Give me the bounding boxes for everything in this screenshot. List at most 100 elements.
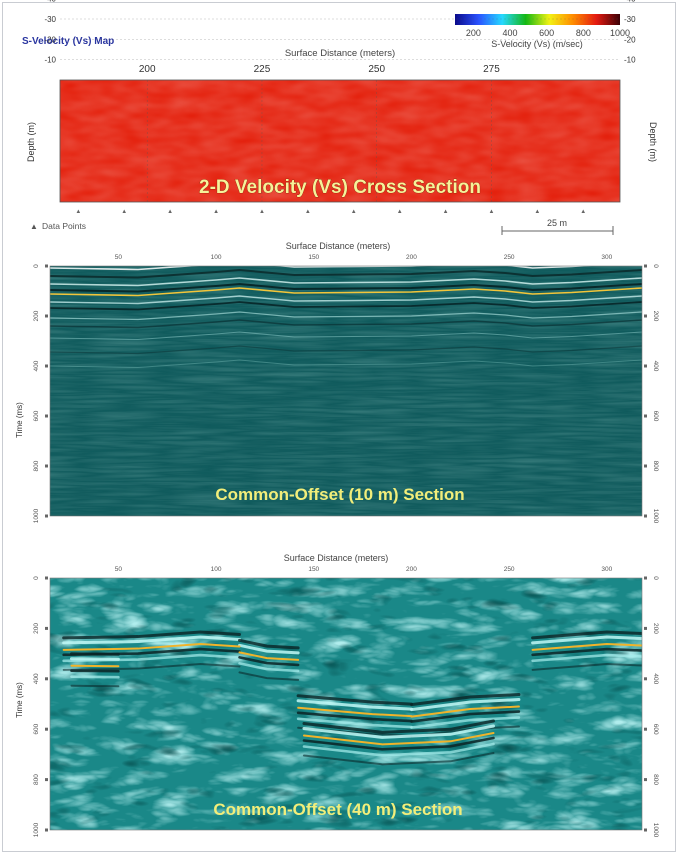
colorbar-tick-label: 400 (502, 28, 517, 38)
seismic-y-tick-label-right: 200 (652, 311, 659, 322)
section40-picked-reflector (531, 643, 642, 651)
section40-picked-reflector (302, 731, 495, 746)
data-point-marker: ▲ (397, 209, 403, 215)
section40-reflection-band (238, 638, 300, 650)
velocity-x-axis-title: Surface Distance (meters) (285, 48, 395, 59)
seismic-x-tick-label: 250 (504, 566, 515, 573)
seismic-y-tick-label-right: 600 (652, 724, 659, 735)
seismic-tick-mark-right (644, 264, 647, 268)
velocity-y-ticks-left: -10-20-30-40-50-60 (44, 0, 56, 65)
data-point-marker: ▲ (305, 209, 311, 215)
velocity-plot-frame (59, 79, 621, 203)
colorbar-label: S-Velocity (Vs) (m/sec) (491, 39, 583, 49)
data-point-marker: ▲ (213, 209, 219, 215)
section10-picked-reflector (50, 287, 642, 297)
seismic-y-tick-label: 800 (33, 460, 40, 471)
section40-plot-frame (49, 577, 643, 831)
section40-reflection-band (70, 669, 120, 673)
section40-reflection-band (531, 647, 642, 657)
velocity-y-tick-label-right: -20 (624, 35, 636, 44)
section40-reflection-band (302, 742, 495, 757)
seismic-x-tick-label: 100 (211, 566, 222, 573)
data-point-marker: ▲ (580, 209, 586, 215)
data-point-marker: ▲ (259, 209, 265, 215)
seismic-y-tick-label-right: 0 (652, 264, 659, 268)
section40-reflection-band (296, 694, 413, 706)
seismic-y-tick-label-right: 1000 (652, 823, 659, 838)
seismic-x-tick-label: 250 (504, 254, 515, 261)
velocity-y-axis-title-right: Depth (m) (648, 122, 658, 162)
seismic-x-tick-label: 200 (406, 566, 417, 573)
data-point-marker: ▲ (351, 209, 357, 215)
velocity-y-tick-label: -20 (44, 35, 56, 44)
section10-y-ticks-left: 0 200 400 600 800 1000 (33, 264, 48, 523)
colorbar-bar (455, 14, 620, 25)
section10-panel: Surface Distance (meters) 50 100 150 200 250… (15, 241, 659, 524)
section40-reflection-band (302, 719, 496, 734)
seismic-tick-mark (45, 314, 48, 318)
colorbar-tick-label: 800 (576, 28, 591, 38)
seismic-tick-mark (45, 576, 48, 580)
colorbar-tick-label: 200 (466, 28, 481, 38)
section40-y-axis-title: Time (ms) (15, 682, 24, 718)
section10-reflection-bands (50, 266, 642, 369)
section40-reflection-band (531, 653, 642, 663)
section40-reflection-band (62, 630, 242, 640)
section10-x-ticks: 50 100 150 200 250 300 (115, 254, 613, 261)
seismic-x-tick-label: 100 (211, 254, 222, 261)
section40-picked-reflector (70, 664, 120, 668)
section40-reflection-band (302, 751, 495, 766)
seismic-tick-mark-right (644, 828, 647, 832)
velocity-y-tick-label: -40 (44, 0, 56, 4)
section40-field (50, 578, 642, 830)
velocity-overlay-label: 2-D Velocity (Vs) Cross Section (199, 177, 481, 198)
velocity-x-tick-label: 275 (483, 64, 500, 75)
seismic-tick-mark-right (644, 364, 647, 368)
data-point-marker: ▲ (443, 209, 449, 215)
seismic-tick-mark (45, 626, 48, 630)
section10-y-axis-title: Time (ms) (15, 402, 24, 438)
velocity-x-tick-label: 200 (139, 64, 156, 75)
section10-reflection-band (50, 319, 642, 329)
seismic-x-tick-label: 50 (115, 254, 123, 261)
section40-reflection-band (410, 716, 521, 729)
seismic-tick-mark (45, 677, 48, 681)
section40-reflection-band (296, 699, 413, 711)
seismic-y-tick-label-right: 1000 (652, 509, 659, 524)
section40-reflection-band (296, 711, 413, 723)
section40-reflection-band (69, 657, 120, 661)
velocity-y-tick-label-right: -40 (624, 0, 636, 4)
seismic-y-tick-label-right: 0 (652, 576, 659, 580)
seismic-tick-mark-right (644, 778, 647, 782)
section40-reflection-band (302, 724, 496, 739)
section10-plot-frame (49, 265, 643, 517)
seismic-y-tick-label: 200 (33, 310, 40, 321)
section40-picked-reflector (238, 651, 300, 661)
data-point-marker: ▲ (75, 209, 81, 215)
seismic-tick-mark-right (644, 464, 647, 468)
section10-reflection-band (50, 359, 642, 369)
seismic-tick-mark-right (644, 414, 647, 418)
seismic-tick-mark (45, 514, 48, 518)
seismic-tick-mark-right (644, 626, 647, 630)
section40-reflection-band (302, 736, 495, 751)
seismic-tick-mark-right (644, 727, 647, 731)
section40-reflection-band (296, 717, 413, 729)
velocity-panel: S-Velocity (Vs) Map 200 400 600 800 1000 S-V… (22, 0, 658, 235)
section40-reflection-band (238, 656, 300, 667)
velocity-y-tick-label-right: -30 (624, 15, 636, 24)
seismic-tick-mark (45, 828, 48, 832)
data-point-marker: ▲ (488, 209, 494, 215)
section10-reflection-band (50, 266, 593, 271)
section40-y-ticks-left: 0 200 400 600 800 1000 (33, 576, 48, 837)
velocity-y-tick-label: -30 (44, 15, 56, 24)
seismic-y-tick-label-right: 400 (652, 361, 659, 372)
section10-reflection-band (50, 295, 642, 305)
section40-reflection-band (62, 635, 242, 645)
section40-overlay-label: Common-Offset (40 m) Section (213, 800, 462, 819)
section10-reflection-band (50, 282, 642, 293)
seismic-tick-mark (45, 464, 48, 468)
colorbar-tick-label: 600 (539, 28, 554, 38)
seismic-y-tick-label-right: 800 (652, 461, 659, 472)
section10-reflection-band (50, 268, 642, 279)
